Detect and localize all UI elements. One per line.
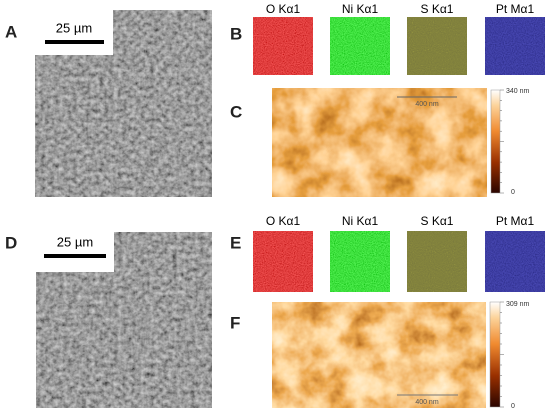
panel-label: D <box>5 233 17 252</box>
map-label: O Kα1 <box>266 2 301 16</box>
colorbar-max: 340 nm <box>506 88 530 95</box>
map-label: O Kα1 <box>266 214 301 228</box>
panel-label: B <box>230 24 242 43</box>
map-label: Ni Kα1 <box>342 2 379 16</box>
colorbar-min: 0 <box>511 403 515 410</box>
scale-bar <box>45 40 104 44</box>
panel-label: A <box>5 22 17 41</box>
colorbar-min: 0 <box>511 189 515 196</box>
eds-map <box>407 17 467 75</box>
eds-map <box>330 17 390 75</box>
eds-map <box>253 231 313 292</box>
colorbar-max: 309 nm <box>506 301 530 308</box>
map-label: S Kα1 <box>421 2 454 16</box>
afm-image <box>272 88 487 197</box>
map-label: S Kα1 <box>421 214 454 228</box>
map-label: Pt Mα1 <box>496 2 535 16</box>
scale-bar <box>44 254 106 258</box>
eds-map <box>253 17 313 75</box>
panel-label: C <box>230 102 242 121</box>
eds-map <box>407 231 467 292</box>
eds-map <box>485 17 545 75</box>
scale-bar-label: 25 µm <box>56 20 92 35</box>
scale-bar-box <box>35 231 114 272</box>
panel-label: E <box>230 233 241 252</box>
map-label: Pt Mα1 <box>496 214 535 228</box>
afm-image <box>272 302 486 408</box>
scale-bar-box <box>34 9 113 55</box>
map-label: Ni Kα1 <box>342 214 379 228</box>
colorbar <box>489 301 501 408</box>
eds-map <box>330 231 390 292</box>
colorbar <box>490 89 501 194</box>
scale-bar-label: 25 µm <box>57 234 93 249</box>
eds-map <box>485 231 545 292</box>
panel-label: F <box>230 313 240 332</box>
afm-scale-label: 400 nm <box>415 101 439 108</box>
afm-scale-label: 400 nm <box>415 399 439 406</box>
